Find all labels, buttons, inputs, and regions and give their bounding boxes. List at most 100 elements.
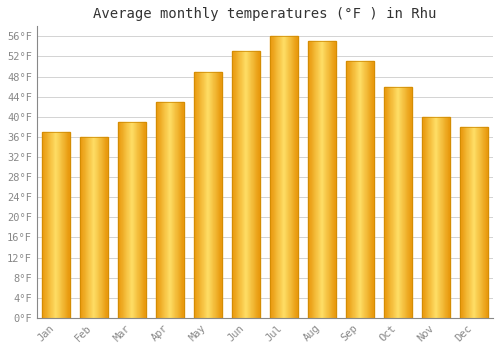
Bar <box>105 137 106 318</box>
Bar <box>431 117 432 318</box>
Bar <box>90 137 91 318</box>
Bar <box>124 122 126 318</box>
Bar <box>80 137 108 318</box>
Bar <box>216 71 217 318</box>
Bar <box>171 102 172 318</box>
Bar <box>234 51 235 318</box>
Bar <box>292 36 293 318</box>
Bar <box>330 41 332 318</box>
Bar <box>333 41 334 318</box>
Bar <box>482 127 483 318</box>
Bar <box>156 102 184 318</box>
Bar <box>373 62 374 318</box>
Bar <box>143 122 144 318</box>
Bar <box>468 127 469 318</box>
Bar <box>434 117 435 318</box>
Bar <box>207 71 208 318</box>
Bar <box>174 102 175 318</box>
Bar <box>272 36 273 318</box>
Bar <box>475 127 476 318</box>
Bar <box>242 51 243 318</box>
Bar <box>365 62 366 318</box>
Bar <box>131 122 132 318</box>
Bar <box>91 137 92 318</box>
Bar <box>393 86 394 318</box>
Bar <box>236 51 237 318</box>
Bar <box>439 117 440 318</box>
Bar <box>217 71 218 318</box>
Bar <box>169 102 170 318</box>
Bar <box>89 137 90 318</box>
Bar <box>202 71 203 318</box>
Bar <box>399 86 400 318</box>
Bar <box>405 86 406 318</box>
Bar <box>353 62 354 318</box>
Bar <box>259 51 260 318</box>
Bar <box>432 117 434 318</box>
Bar <box>441 117 442 318</box>
Bar <box>463 127 464 318</box>
Bar <box>197 71 198 318</box>
Bar <box>309 41 310 318</box>
Bar <box>249 51 250 318</box>
Bar <box>394 86 396 318</box>
Bar <box>335 41 336 318</box>
Bar <box>422 117 423 318</box>
Bar <box>409 86 410 318</box>
Bar <box>294 36 295 318</box>
Bar <box>464 127 466 318</box>
Bar <box>297 36 298 318</box>
Bar <box>118 122 146 318</box>
Bar <box>163 102 164 318</box>
Bar <box>135 122 136 318</box>
Bar <box>137 122 138 318</box>
Bar <box>423 117 424 318</box>
Bar <box>45 132 46 318</box>
Bar <box>130 122 131 318</box>
Bar <box>277 36 278 318</box>
Bar <box>411 86 412 318</box>
Bar <box>346 62 374 318</box>
Bar <box>251 51 252 318</box>
Bar <box>160 102 161 318</box>
Bar <box>312 41 313 318</box>
Bar <box>81 137 82 318</box>
Bar <box>281 36 282 318</box>
Bar <box>232 51 233 318</box>
Bar <box>314 41 315 318</box>
Bar <box>404 86 405 318</box>
Bar <box>98 137 99 318</box>
Bar <box>402 86 403 318</box>
Bar <box>443 117 444 318</box>
Bar <box>350 62 351 318</box>
Bar <box>54 132 56 318</box>
Bar <box>311 41 312 318</box>
Bar <box>199 71 200 318</box>
Bar <box>164 102 165 318</box>
Bar <box>321 41 322 318</box>
Bar <box>172 102 173 318</box>
Bar <box>129 122 130 318</box>
Bar <box>219 71 220 318</box>
Bar <box>289 36 290 318</box>
Bar <box>83 137 84 318</box>
Bar <box>351 62 352 318</box>
Bar <box>100 137 101 318</box>
Bar <box>166 102 167 318</box>
Bar <box>240 51 241 318</box>
Bar <box>271 36 272 318</box>
Bar <box>238 51 239 318</box>
Bar <box>352 62 353 318</box>
Bar <box>96 137 97 318</box>
Bar <box>384 86 385 318</box>
Bar <box>118 122 120 318</box>
Bar <box>410 86 411 318</box>
Bar <box>65 132 66 318</box>
Bar <box>483 127 484 318</box>
Bar <box>196 71 197 318</box>
Bar <box>244 51 245 318</box>
Bar <box>389 86 390 318</box>
Bar <box>142 122 143 318</box>
Bar <box>403 86 404 318</box>
Bar <box>122 122 123 318</box>
